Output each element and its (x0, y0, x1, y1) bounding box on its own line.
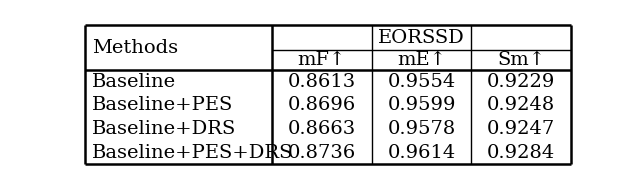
Text: Baseline+PES+DRS: Baseline+PES+DRS (92, 144, 294, 162)
Text: Methods: Methods (92, 39, 179, 57)
Text: 0.8663: 0.8663 (288, 120, 356, 138)
Text: 0.8696: 0.8696 (288, 96, 356, 114)
Text: Baseline+DRS: Baseline+DRS (92, 120, 237, 138)
Text: 0.8613: 0.8613 (288, 73, 356, 91)
Text: 0.8736: 0.8736 (288, 144, 356, 162)
Text: mF↑: mF↑ (298, 51, 346, 69)
Text: Baseline: Baseline (92, 73, 177, 91)
Text: 0.9614: 0.9614 (387, 144, 456, 162)
Text: mE↑: mE↑ (397, 51, 446, 69)
Text: 0.9599: 0.9599 (387, 96, 456, 114)
Text: EORSSD: EORSSD (378, 29, 465, 47)
Text: Baseline+PES: Baseline+PES (92, 96, 234, 114)
Text: Sm↑: Sm↑ (497, 51, 545, 69)
Text: 0.9578: 0.9578 (387, 120, 456, 138)
Text: 0.9284: 0.9284 (487, 144, 556, 162)
Text: 0.9248: 0.9248 (487, 96, 556, 114)
Text: 0.9247: 0.9247 (487, 120, 556, 138)
Text: 0.9229: 0.9229 (487, 73, 556, 91)
Text: 0.9554: 0.9554 (387, 73, 456, 91)
